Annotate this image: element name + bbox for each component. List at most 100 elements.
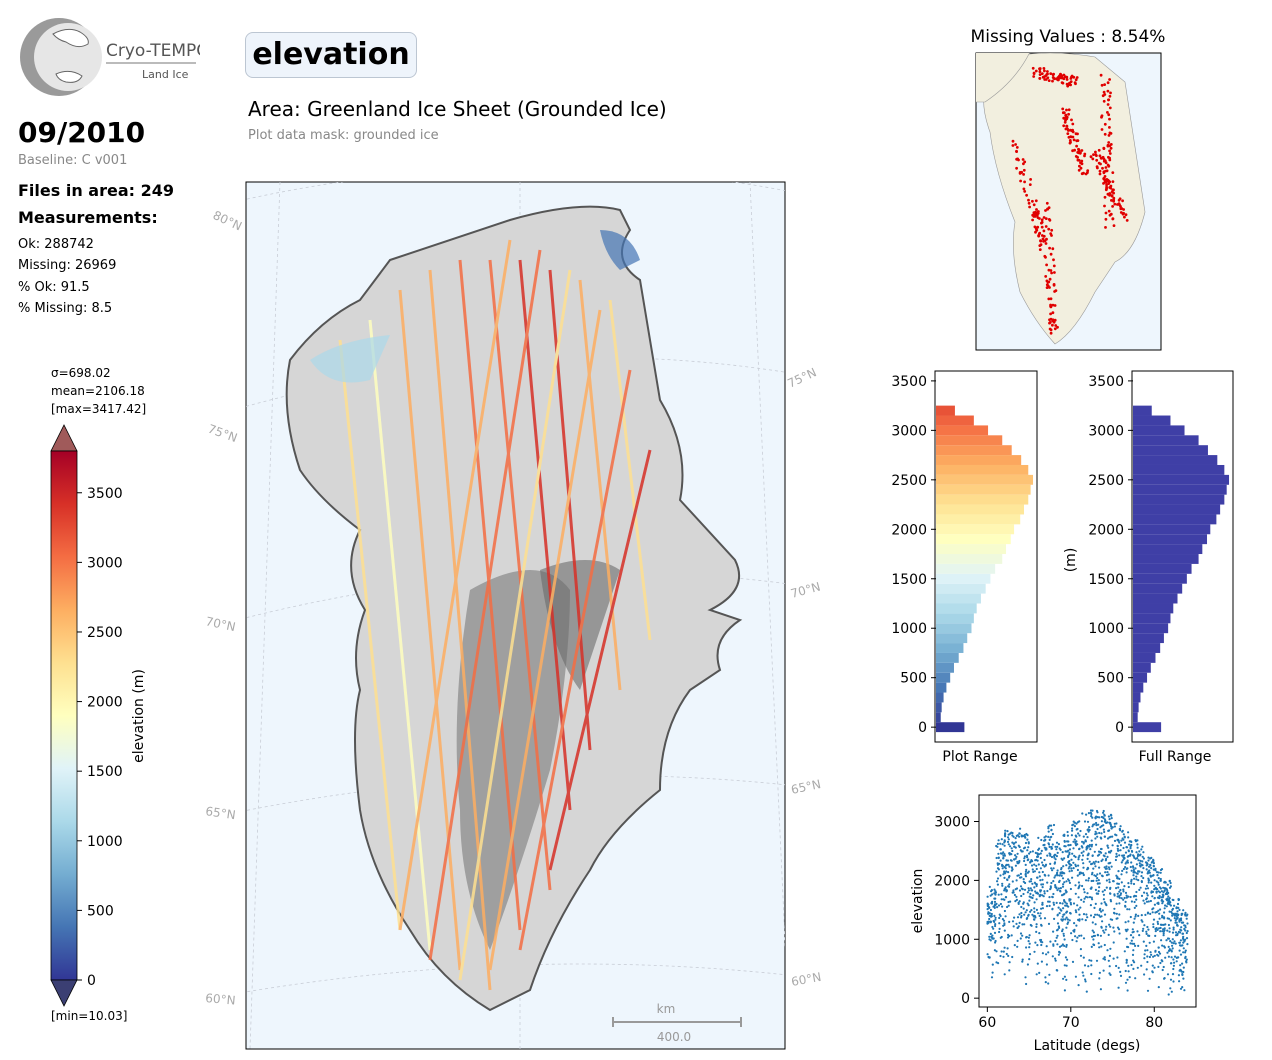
scatter-point [1106,855,1109,858]
scatter-point [1167,993,1170,996]
scatter-point [1026,849,1029,852]
scatter-point [1146,887,1150,890]
scatter-point [1150,953,1153,956]
scatter-point [1166,917,1169,920]
scatter-point [1155,891,1158,894]
scatter-point [1113,839,1117,842]
scatter-point [1000,898,1003,901]
scatter-point [1071,827,1074,830]
scatter-point [1094,837,1097,840]
scatter-point [1006,936,1010,939]
missing-point [1077,149,1081,153]
scatter-point [1089,848,1092,851]
scatter-xlabel: Latitude (degs) [1034,1038,1141,1054]
scatter-point [1112,957,1115,960]
missing-point [1040,218,1044,222]
scatter-point [1127,831,1130,834]
scatter-point [1033,886,1036,889]
scatter-point [1100,902,1103,905]
scatter-point [1134,871,1137,874]
missing-point [1104,226,1107,229]
histogram-bar [1133,524,1211,535]
missing-point [1048,321,1051,325]
scatter-point [1028,958,1031,961]
missing-point [1057,78,1060,82]
lat-label-right-65: 65°N [790,777,822,797]
scatter-point [1035,973,1038,976]
missing-point [1124,213,1128,217]
scatter-point [1132,936,1135,939]
scatter-point [1144,887,1147,890]
scatter-point [1148,871,1151,874]
scatter-point [999,842,1002,845]
missing-point [1103,122,1107,126]
scatter-point [1043,843,1046,846]
scatter-point [1084,980,1087,983]
scatter-point [1040,838,1043,842]
missing-point [1031,66,1035,70]
scatter-point [1050,829,1053,832]
scatter-point [1169,987,1172,990]
scatter-point [1172,926,1175,929]
scatter-point [1016,926,1019,929]
scatter-point [1068,919,1071,922]
scatter-point [1130,963,1133,967]
scatter-point [1107,959,1110,962]
scatter-point [1134,895,1138,898]
missing-point [1071,128,1074,132]
scatter-point [1176,916,1179,919]
missing-point [1105,183,1108,187]
missing-point [1066,132,1070,135]
scatter-point [1081,854,1085,857]
scatter-point [1080,934,1083,937]
scatter-point [1073,922,1076,925]
missing-point [1098,172,1102,176]
scatter-point [1124,969,1127,973]
scatter-point [1135,878,1138,881]
scatter-point [1092,938,1095,941]
scatter-point [1066,830,1069,834]
histogram-bar [1133,583,1183,594]
scatter-point [1020,911,1023,915]
scatter-point [1045,945,1048,948]
scatter-point [1152,940,1155,943]
scatter-point [1173,940,1176,943]
missing-point [1065,78,1069,81]
scatter-point [1146,894,1149,897]
scatter-point [1076,936,1079,939]
scatter-point [1020,835,1023,838]
scatter-point [1094,923,1097,926]
missing-point [1034,199,1038,203]
missing-point [1083,154,1086,158]
scatter-point [1159,879,1162,882]
scatter-point [1179,964,1182,967]
scatter-point [1062,977,1065,980]
scatter-point [1051,955,1054,958]
missing-point [1102,147,1106,150]
files-count: Files in area: 249 [18,181,174,200]
scatter-point [1109,861,1112,864]
scatter-point [1062,932,1065,935]
scatter-point [1075,822,1078,825]
missing-point [1032,203,1036,207]
scatter-point [1130,843,1133,847]
missing-point [1015,146,1019,149]
scatter-point [1128,908,1131,911]
scatter-point [1077,881,1080,884]
missing-point [1092,153,1095,156]
missing-point [1038,217,1041,220]
scatter-point [1171,931,1175,934]
scatter-point [994,923,997,926]
scatter-point [1118,902,1121,905]
scatter-point [1099,934,1102,937]
scatter-point [1060,868,1063,871]
missing-point [1108,180,1112,184]
scatter-point [1082,873,1085,877]
histogram-ytick-label: 2000 [891,522,927,538]
scatter-point [1081,846,1084,849]
scatter-point [1151,908,1154,911]
scatter-point [1004,896,1008,899]
scatter-point [1012,835,1015,838]
scatter-point [1118,827,1121,830]
